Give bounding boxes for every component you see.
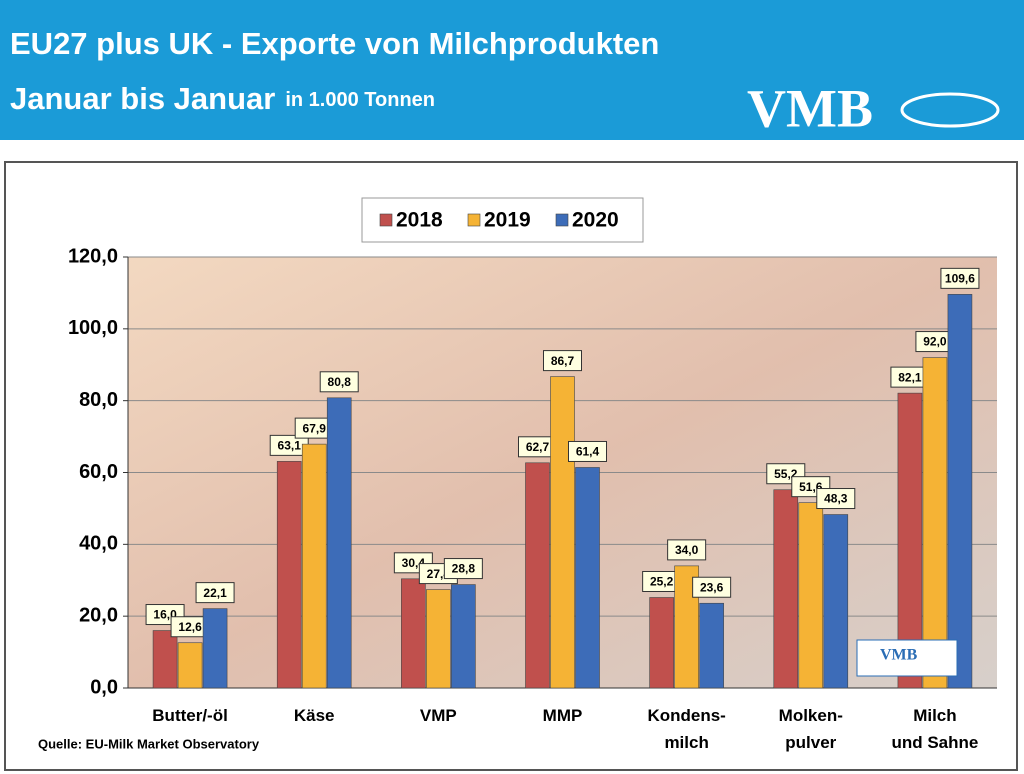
value-label: 48,3	[824, 492, 848, 506]
bar	[202, 608, 228, 689]
value-label-box	[319, 371, 359, 393]
header-band	[0, 0, 1024, 140]
unit: in 1.000 Tonnen	[285, 89, 435, 111]
y-tick-label: 100,0	[68, 317, 118, 339]
legend-swatch	[467, 213, 481, 227]
bar	[823, 514, 849, 689]
value-label: 25,2	[650, 575, 674, 589]
value-label-box	[543, 350, 582, 372]
value-label: 86,7	[551, 354, 575, 368]
y-tick-label: 60,0	[79, 461, 118, 483]
bar	[649, 597, 674, 689]
watermark: VMB	[880, 647, 918, 664]
value-label-box	[816, 488, 856, 510]
value-label: 34,0	[675, 543, 699, 557]
bar	[550, 376, 575, 689]
y-tick-label: 80,0	[79, 389, 118, 411]
bar	[451, 584, 476, 689]
x-tick-label: Butter/-öl	[152, 706, 228, 725]
bar	[699, 602, 724, 689]
value-label-box	[195, 582, 235, 604]
x-tick-label: VMP	[419, 706, 457, 725]
bar	[177, 642, 203, 689]
bar	[575, 467, 600, 689]
title: EU27 plus UK - Exporte von Milchprodukte…	[10, 26, 659, 61]
value-label: 23,6	[700, 580, 724, 594]
value-label: 28,8	[452, 562, 476, 576]
x-tick-label: Käse	[293, 706, 335, 725]
value-label-box	[667, 539, 707, 561]
bar	[798, 502, 824, 689]
bar	[401, 578, 426, 689]
value-label: 63,1	[278, 439, 302, 453]
value-label: 92,0	[923, 335, 947, 349]
legend-label: 2019	[484, 209, 531, 232]
subtitle: Januar bis Januar in 1.000 Tonnen	[10, 81, 435, 116]
source: Quelle: EU-Milk Market Observatory	[38, 736, 260, 751]
subtitle-text: Januar bis Januar	[10, 81, 275, 116]
x-tick-label: Kondens- milch	[647, 706, 726, 752]
bar	[922, 357, 948, 689]
value-label-box	[692, 576, 732, 598]
value-label: 109,6	[945, 272, 975, 286]
bar	[426, 589, 451, 689]
value-label: 61,4	[576, 445, 600, 459]
bar	[301, 443, 327, 689]
value-label-box	[568, 440, 607, 462]
bar	[897, 392, 923, 689]
bar	[276, 461, 302, 689]
legend-box	[361, 197, 644, 243]
value-label: 67,9	[303, 421, 327, 435]
x-tick-label: Molken- pulver	[778, 706, 843, 752]
bar	[152, 630, 178, 689]
y-tick-label: 40,0	[79, 533, 118, 555]
value-label: 22,1	[203, 586, 227, 600]
y-tick-label: 120,0	[68, 245, 118, 267]
legend-label: 2020	[572, 209, 619, 232]
legend-swatch	[555, 213, 569, 227]
bar	[947, 294, 973, 689]
value-label: 12,6	[178, 620, 202, 634]
bar	[525, 462, 550, 689]
value-label-box	[940, 267, 980, 289]
x-tick-label: MMP	[542, 706, 583, 725]
logo-mark	[900, 92, 1000, 128]
bar	[326, 397, 352, 689]
value-label: 80,8	[328, 375, 352, 389]
x-tick-label: Milch und Sahne	[891, 706, 979, 752]
y-tick-label: 0,0	[90, 676, 118, 698]
value-label: 82,1	[898, 370, 922, 384]
value-label-box	[443, 558, 483, 580]
watermark-box	[856, 639, 958, 677]
value-label: 62,7	[526, 440, 550, 454]
y-tick-label: 20,0	[79, 604, 118, 626]
logo: VMB	[747, 78, 873, 138]
bar	[773, 489, 799, 689]
legend-label: 2018	[396, 209, 443, 232]
legend-swatch	[379, 213, 393, 227]
